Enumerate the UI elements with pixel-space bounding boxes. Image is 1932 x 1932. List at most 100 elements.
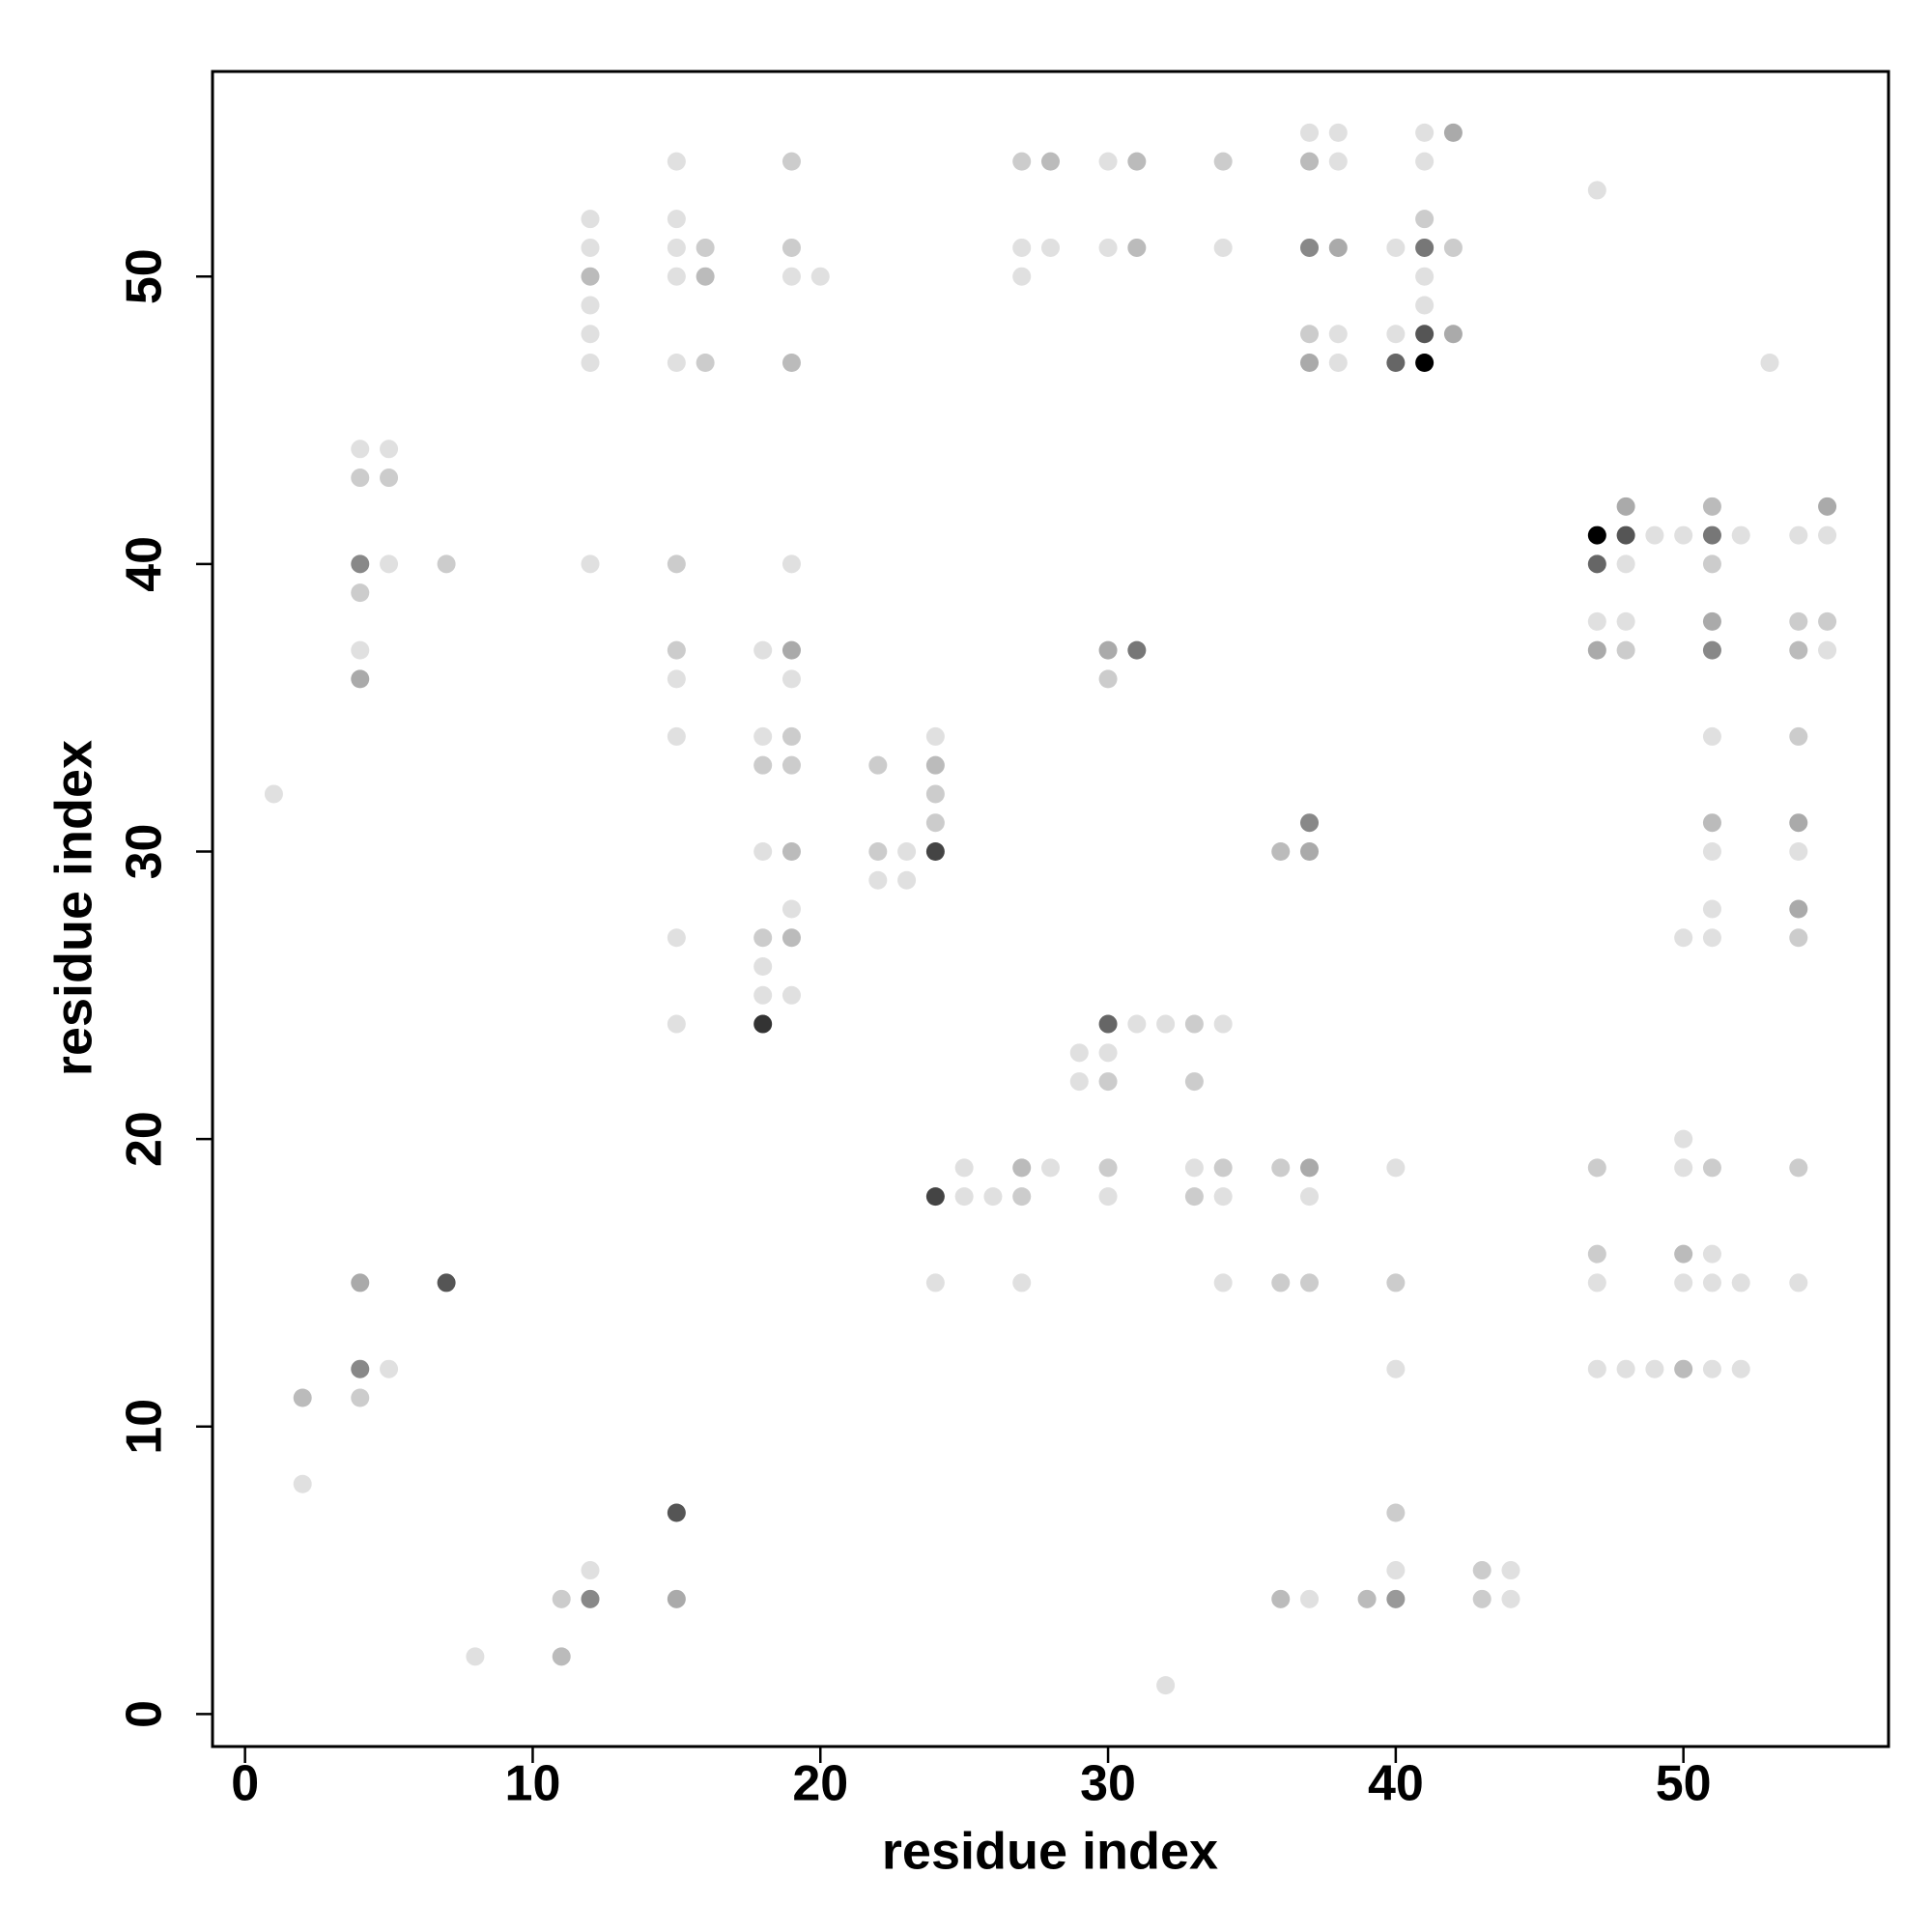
point [1213,1273,1233,1293]
point [1012,267,1032,286]
point [1012,1187,1032,1207]
point [1443,238,1463,257]
point [380,440,399,459]
x-tick-label: 30 [1080,1756,1136,1812]
point [1702,1244,1721,1264]
point [437,554,456,574]
point [781,669,801,689]
y-tick-label: 0 [117,1700,173,1728]
point [1271,841,1291,861]
point [1587,181,1606,200]
point [1674,1158,1693,1178]
point [1789,726,1808,746]
point [1127,238,1147,257]
point [1616,640,1635,660]
point [925,841,945,861]
point [1098,1014,1118,1034]
point [1702,640,1721,660]
point [753,755,773,775]
point [1300,354,1320,373]
point [868,870,888,890]
point [1702,554,1721,574]
point [781,755,801,775]
point [1184,1072,1204,1092]
x-tick-label: 50 [1656,1756,1712,1812]
point [1443,123,1463,142]
point [667,726,686,746]
point [925,726,945,746]
point [1702,841,1721,861]
point [351,1388,370,1407]
point [1098,152,1118,171]
point [1587,640,1606,660]
point [1012,1273,1032,1293]
point [1069,1043,1089,1063]
point [1386,1273,1406,1293]
point [1789,611,1808,631]
point [781,928,801,948]
point [1674,1129,1693,1149]
point [1328,123,1348,142]
point [581,1561,600,1580]
point [781,899,801,919]
point [753,1014,773,1034]
point [667,210,686,229]
point [1386,1359,1406,1378]
point [1300,325,1320,344]
point [1098,640,1118,660]
point [1789,813,1808,833]
point [925,1273,945,1293]
point [781,354,801,373]
point [1012,152,1032,171]
point [1098,1072,1118,1092]
point [1213,1014,1233,1034]
point [581,325,600,344]
point [1271,1273,1291,1293]
point [667,354,686,373]
point [1587,526,1606,545]
point [581,554,600,574]
point [1674,526,1693,545]
point [1702,497,1721,516]
point [581,238,600,257]
point [1098,1043,1118,1063]
point [781,985,801,1005]
point [1386,1158,1406,1178]
point [1386,325,1406,344]
point [581,210,600,229]
point [1098,1187,1118,1207]
point [1645,526,1664,545]
point [1674,1359,1693,1378]
point [1213,238,1233,257]
x-tick-label: 0 [231,1756,259,1812]
point [781,267,801,286]
point [1818,640,1837,660]
point [1645,1359,1664,1378]
point [1501,1589,1520,1608]
y-tick-label: 10 [117,1399,173,1455]
point [1789,928,1808,948]
point [1702,928,1721,948]
point [1328,325,1348,344]
point [954,1187,974,1207]
point [897,841,917,861]
point [1818,526,1837,545]
point [351,583,370,603]
point [1300,813,1320,833]
point [1300,123,1320,142]
point [667,152,686,171]
point [753,957,773,977]
point [1012,238,1032,257]
point [1587,1359,1606,1378]
point [925,784,945,804]
point [667,554,686,574]
point [753,726,773,746]
point [1587,1158,1606,1178]
point [1616,554,1635,574]
point [781,726,801,746]
point [1616,497,1635,516]
point [1300,1187,1320,1207]
point [351,1359,370,1378]
point [581,296,600,315]
